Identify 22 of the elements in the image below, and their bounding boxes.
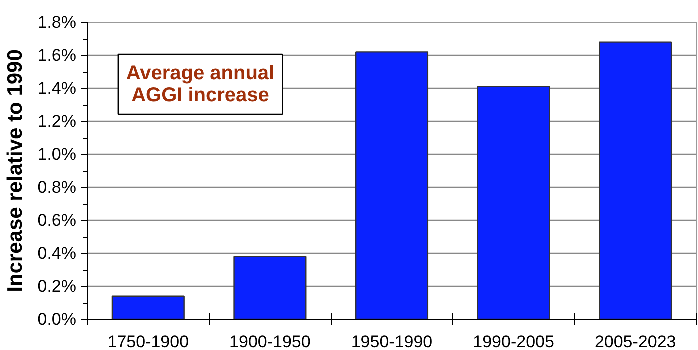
y-tick-label: 0.6% bbox=[38, 211, 76, 230]
bar bbox=[599, 42, 672, 320]
x-tick-label: 1750-1900 bbox=[108, 332, 190, 350]
y-tick-label: 0.8% bbox=[38, 178, 76, 197]
y-tick-label: 1.8% bbox=[38, 13, 76, 32]
y-tick-label: 1.4% bbox=[38, 79, 76, 98]
x-tick-label: 1950-1990 bbox=[351, 332, 433, 350]
bar bbox=[477, 86, 550, 320]
y-tick-label: 1.2% bbox=[38, 112, 76, 131]
y-axis-title: Increase relative to 1990 bbox=[4, 50, 27, 292]
x-tick-label: 1990-2005 bbox=[473, 332, 554, 350]
x-tick-label: 1900-1950 bbox=[230, 332, 311, 350]
x-tick-label: 2005-2023 bbox=[594, 332, 676, 350]
annotation: Average annual AGGI increase bbox=[126, 62, 275, 106]
y-tick-label: 1.0% bbox=[38, 145, 76, 164]
bar bbox=[112, 296, 185, 320]
y-tick-label: 0.0% bbox=[38, 310, 76, 329]
y-tick-label: 0.4% bbox=[38, 244, 76, 263]
bar bbox=[234, 256, 307, 320]
y-tick-label: 1.6% bbox=[38, 46, 76, 65]
y-tick-label: 0.2% bbox=[38, 277, 76, 296]
bar bbox=[355, 52, 429, 320]
